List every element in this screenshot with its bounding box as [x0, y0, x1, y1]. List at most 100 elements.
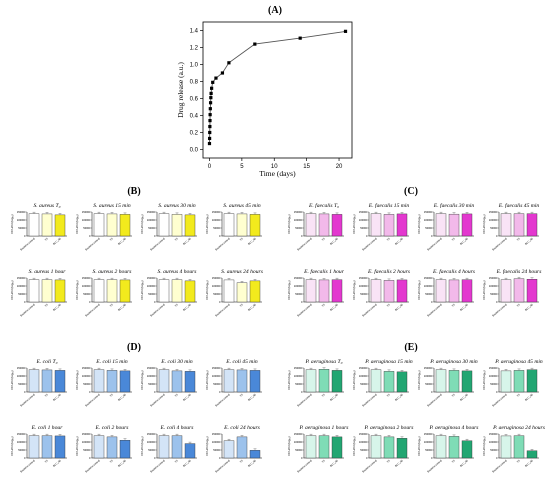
y-tick-label: 1.0 — [190, 63, 199, 69]
y-tick-label: 150000 — [147, 366, 156, 370]
y-tick-label: 150000 — [82, 366, 91, 370]
subplot-title: S. aureus 30 min — [158, 203, 196, 209]
category-label: Bacteria control — [149, 302, 166, 317]
y-tick-label: 0 — [366, 456, 368, 460]
bar — [331, 279, 343, 303]
y-tick-label: 50000 — [148, 448, 156, 452]
category-label: Bacteria control — [361, 392, 378, 407]
y-tick-label: 0 — [219, 234, 221, 238]
category-label: Bacteria control — [491, 302, 508, 317]
y-tick-label: 100000 — [212, 218, 221, 222]
bar — [396, 438, 408, 459]
release-point — [207, 141, 212, 146]
subplot: S. aureus 15 min CFU/ml (log₁₀)150000 1000… — [75, 203, 132, 251]
y-tick-label: 50000 — [360, 448, 368, 452]
bar — [500, 213, 512, 237]
bar — [28, 369, 40, 393]
bar — [158, 369, 170, 393]
subplot: E. faecalis 30 min CFU/ml (log₁₀)150000 10… — [417, 202, 474, 251]
y-tick-label: 50000 — [213, 448, 221, 452]
y-tick-label: 50000 — [425, 226, 433, 230]
x-tick-label: 15 — [303, 164, 310, 170]
y-tick-label: 0 — [496, 456, 498, 460]
subplot-title: E. coli 30 min — [160, 359, 193, 365]
bar — [370, 213, 382, 237]
subplot: E. coli 24 hours CFU/ml (log₁₀)150000 1000… — [205, 425, 262, 473]
y-tick-label: 150000 — [294, 432, 303, 436]
y-tick-label: 100000 — [489, 374, 498, 378]
subplot: P. aeruginosa 15 min CFU/ml (log₁₀)150000… — [352, 359, 413, 407]
bar — [305, 279, 317, 303]
bar — [513, 278, 525, 303]
y-tick-label: 150000 — [17, 276, 26, 280]
category-label: Bacteria control — [361, 458, 378, 473]
category-label: Bacteria control — [149, 458, 166, 473]
y-axis-label: CFU/ml (log₁₀) — [10, 370, 14, 389]
bar — [448, 370, 460, 393]
subplot: S. aureus 2 hours CFU/ml (log₁₀)150000 100… — [75, 269, 132, 317]
category-label: BLC_IM — [52, 303, 62, 312]
bar — [461, 213, 473, 237]
release-point — [220, 71, 225, 75]
category-label: Bacteria control — [426, 302, 443, 317]
category-label: T0 — [321, 458, 326, 463]
subplot: P. aeruginosa 30 min CFU/ml (log₁₀)150000… — [417, 359, 478, 407]
bar — [223, 440, 235, 459]
y-tick-label: 100000 — [147, 218, 156, 222]
subplot: S. aureus T₀ CFU/ml (log₁₀)150000 100000 50… — [10, 203, 67, 251]
y-tick-label: 150000 — [424, 366, 433, 370]
subplot-title: E. faecalis 15 min — [368, 202, 410, 209]
category-label: T0 — [174, 392, 179, 397]
category-label: Bacteria control — [214, 392, 231, 407]
y-axis-label: CFU/ml (log₁₀) — [482, 370, 486, 389]
bar — [383, 436, 395, 459]
subplot-title: P. aeruginosa 15 min — [364, 359, 413, 365]
bar — [93, 213, 105, 237]
bar — [223, 213, 235, 237]
y-axis-label: CFU/ml (log₁₀) — [140, 280, 144, 299]
y-tick-label: 100000 — [424, 218, 433, 222]
y-tick-label: 50000 — [83, 226, 91, 230]
bar — [448, 213, 460, 237]
category-label: Bacteria control — [149, 392, 166, 407]
category-label: Bacteria control — [84, 236, 101, 251]
bar — [331, 370, 343, 393]
y-tick-label: 100000 — [294, 374, 303, 378]
bar — [28, 213, 40, 237]
category-label: T0 — [451, 392, 456, 397]
subplot: P. aeruginosa 1 hours CFU/ml (log₁₀)15000… — [287, 425, 349, 473]
plot-frame — [202, 21, 353, 159]
subplot: E. coli 4 hours CFU/ml (log₁₀)150000 10000… — [140, 425, 197, 473]
y-tick-label: 50000 — [490, 382, 498, 386]
bar — [318, 279, 330, 303]
bar — [500, 435, 512, 459]
y-tick-label: 100000 — [82, 218, 91, 222]
category-label: BLC_IM — [52, 393, 62, 402]
subplot: E. faecalis 24 hours CFU/ml (log₁₀)150000… — [482, 268, 541, 317]
y-tick-label: 150000 — [489, 276, 498, 280]
y-tick-label: 0 — [496, 300, 498, 304]
category-label: T0 — [321, 302, 326, 307]
subplot-title: E. coli 15 min — [95, 359, 128, 365]
release-point — [211, 80, 215, 84]
category-label: BLC_IM — [394, 237, 404, 246]
category-label: BLC_IM — [459, 303, 469, 312]
bar — [305, 435, 317, 459]
y-axis-label: CFU/ml (log₁₀) — [205, 370, 209, 389]
subplot: P. aeruginosa 4 hours CFU/ml (log₁₀)15000… — [417, 425, 479, 473]
bar — [119, 214, 131, 237]
y-tick-label: 150000 — [212, 366, 221, 370]
bar — [500, 370, 512, 393]
x-tick-label: 0 — [208, 164, 212, 170]
y-tick-label: 0 — [89, 390, 91, 394]
y-tick-label: 0 — [219, 390, 221, 394]
bar — [54, 370, 66, 393]
bar — [171, 370, 183, 393]
bar — [171, 214, 183, 237]
y-tick-label: 100000 — [489, 284, 498, 288]
category-label: Bacteria control — [19, 236, 36, 251]
y-axis-label: CFU/ml (log₁₀) — [352, 280, 356, 299]
bar — [236, 213, 248, 237]
